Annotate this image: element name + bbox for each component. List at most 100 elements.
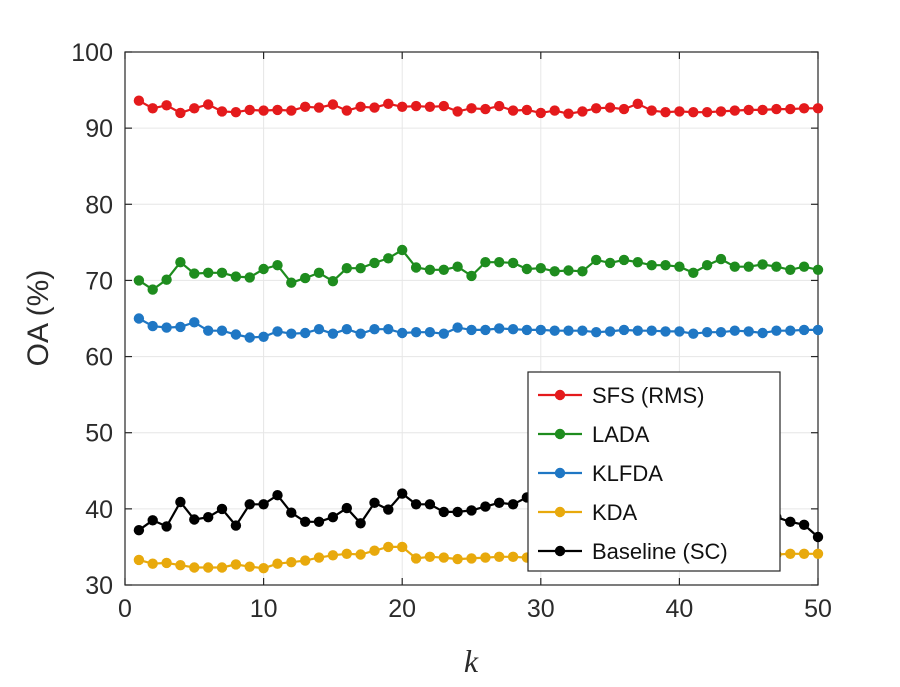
data-point-sfs-rms [230, 107, 242, 118]
data-point-kda [397, 541, 408, 553]
data-point-sfs-rms [563, 108, 574, 119]
data-point-sfs-rms [189, 103, 200, 114]
data-point-baseline-sc [494, 497, 505, 508]
data-point-lada [563, 265, 574, 276]
data-point-baseline-sc [355, 518, 366, 529]
data-point-lada [175, 257, 186, 268]
data-point-kda [189, 562, 200, 573]
data-point-lada [189, 268, 200, 279]
data-point-sfs-rms [771, 103, 782, 115]
data-point-klfda [632, 325, 643, 336]
data-point-baseline-sc [175, 496, 186, 508]
data-point-lada [480, 257, 491, 268]
data-point-baseline-sc [383, 504, 394, 515]
data-point-klfda [591, 327, 602, 338]
data-point-lada [549, 266, 560, 277]
data-point-kda [300, 555, 311, 566]
data-point-lada [216, 267, 228, 278]
data-point-klfda [757, 327, 768, 339]
data-point-klfda [300, 327, 311, 339]
data-point-sfs-rms [674, 106, 685, 117]
data-point-lada [660, 260, 671, 271]
data-point-lada [452, 261, 463, 272]
data-point-klfda [327, 328, 339, 339]
data-point-kda [327, 550, 339, 561]
data-point-kda [424, 551, 436, 562]
data-point-klfda [452, 322, 463, 333]
data-point-baseline-sc [452, 506, 463, 518]
data-point-sfs-rms [161, 100, 172, 111]
data-point-sfs-rms [812, 103, 824, 114]
data-point-sfs-rms [480, 103, 491, 115]
data-point-sfs-rms [701, 107, 713, 118]
data-point-sfs-rms [660, 107, 671, 118]
data-point-lada [757, 259, 768, 270]
data-point-sfs-rms [410, 100, 422, 112]
data-point-sfs-rms [798, 103, 810, 114]
data-point-lada [244, 272, 255, 283]
legend-label: SFS (RMS) [592, 383, 704, 408]
y-tick-label: 100 [71, 39, 113, 67]
data-point-klfda [410, 327, 422, 338]
data-point-kda [258, 563, 269, 574]
y-tick-label: 30 [85, 572, 113, 600]
data-point-klfda [203, 325, 214, 336]
data-point-klfda [618, 324, 630, 336]
data-point-kda [341, 548, 352, 559]
data-point-kda [313, 552, 325, 563]
data-point-klfda [507, 324, 519, 335]
data-point-lada [632, 257, 643, 268]
data-point-klfda [785, 325, 796, 336]
legend-label: KDA [592, 500, 638, 525]
data-point-baseline-sc [203, 512, 214, 523]
data-point-lada [410, 262, 422, 273]
data-point-kda [272, 558, 283, 569]
legend-marker [554, 428, 566, 440]
data-point-klfda [646, 325, 657, 336]
data-point-sfs-rms [327, 99, 339, 110]
data-point-lada [313, 267, 325, 278]
data-point-klfda [230, 329, 242, 340]
data-point-sfs-rms [688, 107, 699, 118]
data-point-klfda [313, 324, 325, 335]
data-point-sfs-rms [604, 102, 616, 113]
data-point-sfs-rms [632, 98, 643, 110]
data-point-klfda [175, 321, 186, 333]
data-point-sfs-rms [133, 95, 145, 106]
data-point-sfs-rms [313, 102, 325, 113]
data-point-kda [383, 541, 394, 553]
data-point-kda [147, 558, 158, 569]
y-tick-label: 40 [85, 496, 113, 524]
data-point-klfda [798, 324, 810, 336]
data-point-lada [674, 261, 685, 272]
data-point-baseline-sc [161, 521, 172, 532]
x-tick-label: 30 [527, 595, 555, 623]
data-point-baseline-sc [230, 520, 242, 531]
data-point-sfs-rms [757, 104, 768, 116]
data-point-klfda [397, 327, 408, 339]
data-point-baseline-sc [189, 514, 200, 525]
plot-area [124, 51, 819, 586]
data-point-klfda [480, 324, 491, 336]
y-axis-label: OA (%) [22, 270, 55, 367]
data-point-sfs-rms [646, 105, 657, 116]
data-point-klfda [161, 322, 172, 333]
data-point-lada [618, 254, 630, 266]
data-point-lada [341, 263, 352, 274]
data-point-klfda [258, 331, 269, 342]
y-tick-label: 90 [85, 115, 113, 143]
y-tick-label: 60 [85, 344, 113, 372]
data-point-lada [729, 261, 740, 272]
data-point-kda [133, 554, 145, 566]
legend-item-kda: KDA [538, 500, 638, 525]
data-point-sfs-rms [272, 104, 283, 116]
data-point-sfs-rms [618, 103, 630, 115]
data-point-sfs-rms [397, 101, 408, 113]
data-point-klfda [743, 326, 754, 337]
x-axis-label: k [464, 643, 479, 679]
data-point-lada [327, 276, 339, 287]
data-point-kda [286, 557, 297, 568]
data-point-baseline-sc [466, 505, 477, 516]
legend-label: KLFDA [592, 461, 663, 486]
data-point-kda [355, 549, 366, 560]
